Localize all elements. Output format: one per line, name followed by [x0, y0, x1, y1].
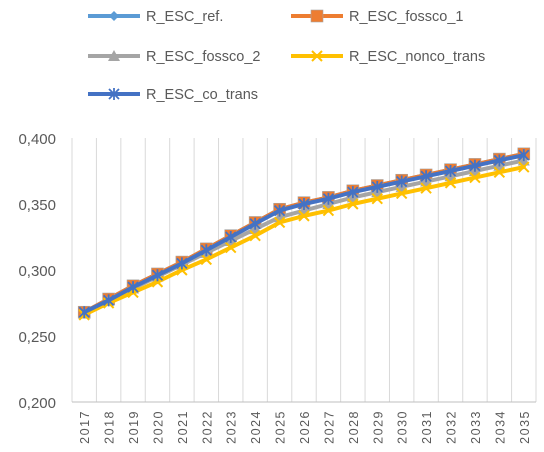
x-tick-label: 2018 [103, 410, 117, 444]
x-tick-label: 2019 [127, 410, 141, 444]
data-point [225, 241, 237, 254]
x-tick-label: 2027 [322, 410, 336, 444]
data-point [469, 159, 481, 172]
data-point [347, 198, 359, 210]
series-R_ESC_nonco_trans [78, 161, 530, 321]
data-point [151, 269, 164, 282]
x-tick-label: 2033 [469, 410, 483, 444]
data-point [298, 198, 310, 210]
data-point [420, 182, 432, 194]
data-point [108, 50, 120, 61]
data-point [109, 11, 119, 21]
data-point [200, 244, 212, 257]
x-tick-label: 2035 [518, 410, 532, 444]
x-tick-label: 2025 [274, 410, 288, 444]
x-tick-label: 2029 [371, 410, 385, 444]
y-tick-label: 0,300 [18, 263, 56, 280]
legend-item: R_ESC_fossco_2 [88, 49, 260, 65]
data-point [322, 204, 335, 217]
legend: R_ESC_ref. R_ESC_fossco_1 R_ESC_fossco_2 R_… [88, 9, 485, 103]
data-point [249, 217, 261, 230]
y-axis: 0,200 0,250 0,300 0,350 0,400 [18, 131, 56, 412]
data-point [444, 165, 457, 177]
legend-label: R_ESC_nonco_trans [349, 49, 485, 65]
data-point [311, 50, 323, 62]
data-point [273, 204, 286, 217]
data-point [102, 294, 115, 307]
legend-label: R_ESC_fossco_1 [349, 9, 463, 25]
series-line [82, 151, 526, 315]
x-tick-label: 2020 [151, 410, 165, 444]
data-point [298, 210, 310, 222]
data-point [396, 175, 408, 188]
data-point [200, 253, 213, 266]
x-tick-label: 2017 [78, 410, 92, 444]
x-tick-label: 2034 [493, 410, 507, 444]
legend-label: R_ESC_fossco_2 [146, 49, 260, 65]
data-point [310, 9, 324, 23]
data-point [108, 88, 120, 100]
y-tick-label: 0,200 [18, 395, 56, 412]
data-point [493, 154, 506, 167]
series-R_ESC_co_trans [78, 149, 530, 319]
data-point [176, 257, 188, 270]
data-point [518, 149, 530, 162]
data-point [322, 192, 335, 205]
y-tick-label: 0,250 [18, 329, 56, 346]
data-point [493, 166, 506, 179]
legend-item: R_ESC_co_trans [88, 87, 258, 103]
x-tick-label: 2030 [396, 410, 410, 444]
data-point [371, 180, 383, 193]
data-point [420, 170, 432, 183]
data-point [273, 216, 286, 229]
x-tick-label: 2022 [200, 410, 214, 444]
legend-item: R_ESC_nonco_trans [291, 49, 485, 65]
legend-label: R_ESC_co_trans [146, 87, 258, 103]
x-tick-label: 2021 [176, 410, 190, 444]
data-point [395, 187, 408, 200]
series-line [82, 151, 526, 315]
data-point [444, 177, 457, 189]
data-point [469, 171, 481, 184]
data-point [249, 229, 261, 242]
data-point [371, 193, 383, 205]
x-tick-label: 2023 [225, 410, 239, 444]
legend-item: R_ESC_fossco_1 [291, 9, 463, 25]
y-tick-label: 0,400 [18, 131, 56, 148]
gridlines [71, 138, 537, 402]
x-tick-label: 2026 [298, 410, 312, 444]
data-point [518, 161, 530, 173]
series-line [82, 153, 526, 315]
x-tick-label: 2032 [445, 410, 459, 444]
data-point [127, 281, 139, 294]
x-tick-label: 2031 [420, 410, 434, 444]
series-line [82, 165, 526, 317]
plot-area [77, 147, 531, 321]
x-tick-label: 2028 [347, 410, 361, 444]
legend-item: R_ESC_ref. [88, 9, 223, 25]
data-point [225, 231, 237, 243]
data-point [78, 306, 90, 319]
series-line [82, 158, 526, 316]
x-axis: 2017 2018 2019 2020 2021 2022 2023 2024 2025 2026… [72, 401, 536, 444]
data-point [347, 186, 359, 199]
y-tick-label: 0,350 [18, 197, 56, 214]
legend-label: R_ESC_ref. [146, 9, 223, 25]
x-tick-label: 2024 [249, 410, 263, 444]
